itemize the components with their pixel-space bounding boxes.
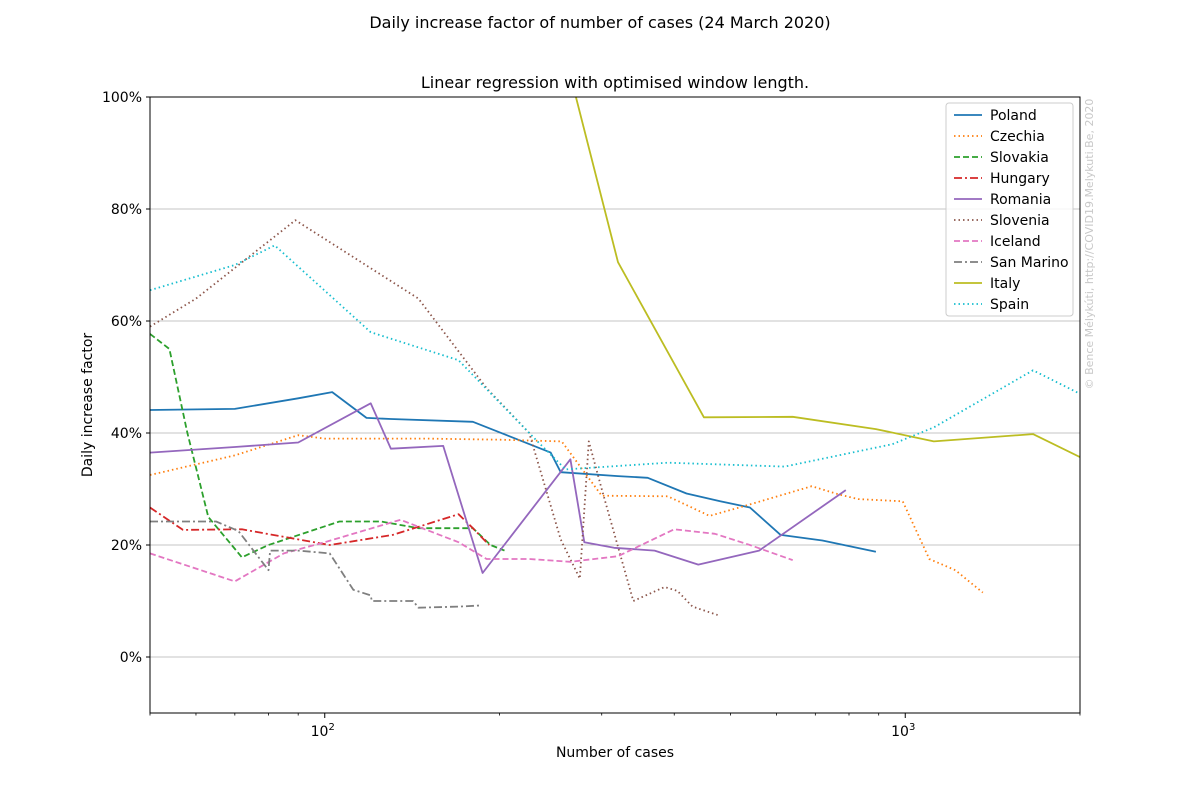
- legend-item: Italy: [954, 276, 1020, 292]
- x-tick-label: 102: [311, 722, 335, 740]
- series-line-san-marino: [150, 520, 480, 609]
- legend-item: Slovenia: [954, 213, 1050, 229]
- legend-label: Iceland: [990, 234, 1041, 250]
- series-line-slovenia: [150, 219, 718, 616]
- legend-label: Poland: [990, 108, 1037, 124]
- x-axis-label: Number of cases: [556, 745, 674, 761]
- series-line-spain: [150, 244, 1080, 471]
- series-line-romania: [150, 402, 847, 574]
- y-tick-label: 40%: [111, 426, 142, 442]
- legend-label: Hungary: [990, 171, 1050, 187]
- legend-item: Czechia: [954, 129, 1045, 145]
- legend-label: Czechia: [990, 129, 1045, 145]
- legend-item: Spain: [954, 297, 1029, 313]
- legend-label: Spain: [990, 297, 1029, 313]
- chart-title: Linear regression with optimised window …: [421, 73, 809, 92]
- legend-label: Romania: [990, 192, 1051, 208]
- series-line-slovakia: [150, 333, 505, 559]
- legend-item: Hungary: [954, 171, 1050, 187]
- legend-label: Italy: [990, 276, 1020, 292]
- series-line-czechia: [150, 434, 984, 594]
- legend-item: Poland: [954, 108, 1037, 124]
- series-layer: [150, 97, 1080, 616]
- legend-label: Slovenia: [990, 213, 1050, 229]
- series-line-hungary: [150, 506, 490, 546]
- y-axis: 0% 20% 40% 60% 80% 100%: [102, 90, 150, 666]
- series-line-italy: [574, 97, 1080, 458]
- legend-label: Slovakia: [990, 150, 1049, 166]
- legend: Poland Czechia Slovakia Hungary Romania Slove…: [945, 102, 1074, 317]
- y-tick-label: 100%: [102, 90, 142, 106]
- y-tick-label: 0%: [120, 650, 142, 666]
- y-tick-label: 20%: [111, 538, 142, 554]
- legend-item: Slovakia: [954, 150, 1049, 166]
- legend-label: San Marino: [990, 255, 1069, 271]
- y-tick-label: 60%: [111, 314, 142, 330]
- y-axis-label: Daily increase factor: [80, 333, 96, 478]
- legend-item: Romania: [954, 192, 1051, 208]
- chart-suptitle: Daily increase factor of number of cases…: [369, 13, 830, 32]
- y-tick-label: 80%: [111, 202, 142, 218]
- x-axis: 102 103: [149, 713, 1081, 740]
- watermark: © Bence Mélykúti, http://COVID19.Melykut…: [1083, 99, 1096, 390]
- x-tick-label: 103: [891, 722, 915, 740]
- series-line-iceland: [150, 518, 793, 583]
- legend-item: Iceland: [954, 234, 1041, 250]
- grid-lines: [150, 96, 1080, 658]
- legend-item: San Marino: [954, 255, 1069, 271]
- plot-frame: [149, 96, 1081, 714]
